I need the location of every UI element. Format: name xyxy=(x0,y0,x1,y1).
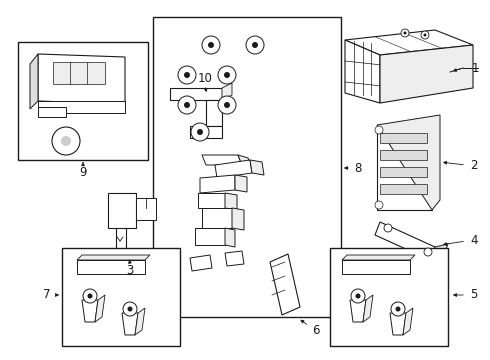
Circle shape xyxy=(61,136,71,146)
Text: 3: 3 xyxy=(126,264,134,276)
Circle shape xyxy=(83,289,97,303)
Circle shape xyxy=(391,302,405,316)
Circle shape xyxy=(356,293,361,298)
Circle shape xyxy=(127,306,132,311)
Polygon shape xyxy=(222,83,232,100)
Polygon shape xyxy=(225,251,244,266)
Circle shape xyxy=(197,129,203,135)
Polygon shape xyxy=(38,54,125,104)
Polygon shape xyxy=(202,155,242,165)
Circle shape xyxy=(375,126,383,134)
Polygon shape xyxy=(225,193,237,210)
Polygon shape xyxy=(190,126,222,138)
Bar xyxy=(108,193,136,228)
Circle shape xyxy=(184,72,190,78)
Polygon shape xyxy=(350,300,366,322)
Circle shape xyxy=(52,127,80,155)
Bar xyxy=(380,133,427,143)
Circle shape xyxy=(218,66,236,84)
Polygon shape xyxy=(235,175,247,192)
Bar xyxy=(62,248,180,346)
Bar xyxy=(380,150,427,160)
Polygon shape xyxy=(363,295,373,322)
Bar xyxy=(330,248,448,346)
Polygon shape xyxy=(232,208,244,230)
Polygon shape xyxy=(238,155,252,168)
Bar xyxy=(87,62,105,84)
Polygon shape xyxy=(390,313,406,335)
Polygon shape xyxy=(135,308,145,335)
Polygon shape xyxy=(122,313,138,335)
Circle shape xyxy=(403,32,407,35)
Circle shape xyxy=(375,201,383,209)
Bar xyxy=(380,184,427,194)
Bar xyxy=(38,101,125,113)
Circle shape xyxy=(384,224,392,232)
Polygon shape xyxy=(190,255,212,271)
Bar xyxy=(153,17,341,317)
Polygon shape xyxy=(195,228,225,245)
Circle shape xyxy=(88,293,93,298)
Text: 2: 2 xyxy=(470,158,478,171)
Circle shape xyxy=(423,33,426,36)
Circle shape xyxy=(208,42,214,48)
Bar xyxy=(38,107,66,117)
Circle shape xyxy=(421,31,429,39)
Bar xyxy=(342,260,410,274)
Text: 9: 9 xyxy=(79,166,87,179)
Polygon shape xyxy=(77,255,150,260)
Polygon shape xyxy=(430,244,448,260)
Bar xyxy=(53,62,71,84)
Polygon shape xyxy=(82,300,98,322)
Text: 6: 6 xyxy=(312,324,320,337)
Polygon shape xyxy=(215,160,252,178)
Text: 10: 10 xyxy=(197,72,213,85)
Text: 1: 1 xyxy=(471,62,479,75)
Polygon shape xyxy=(225,228,235,247)
Circle shape xyxy=(224,72,230,78)
Circle shape xyxy=(184,102,190,108)
Bar xyxy=(77,260,145,274)
Circle shape xyxy=(224,102,230,108)
Polygon shape xyxy=(345,40,380,103)
Polygon shape xyxy=(403,308,413,335)
Circle shape xyxy=(191,123,209,141)
Circle shape xyxy=(246,36,264,54)
Polygon shape xyxy=(375,222,435,260)
Text: 8: 8 xyxy=(354,162,362,175)
Bar xyxy=(377,125,432,210)
Circle shape xyxy=(218,96,236,114)
Text: 5: 5 xyxy=(470,288,478,302)
Circle shape xyxy=(252,42,258,48)
Bar xyxy=(136,198,156,220)
Bar xyxy=(18,42,148,160)
Text: 4: 4 xyxy=(470,234,478,247)
Circle shape xyxy=(401,29,409,37)
Polygon shape xyxy=(170,88,222,100)
Circle shape xyxy=(351,289,365,303)
Circle shape xyxy=(178,96,196,114)
Circle shape xyxy=(123,302,137,316)
Polygon shape xyxy=(377,115,440,210)
Circle shape xyxy=(202,36,220,54)
Polygon shape xyxy=(30,54,38,109)
Polygon shape xyxy=(342,255,415,260)
Circle shape xyxy=(178,66,196,84)
Circle shape xyxy=(395,306,400,311)
Polygon shape xyxy=(250,160,264,175)
Polygon shape xyxy=(380,45,473,103)
Text: 7: 7 xyxy=(43,288,51,302)
Circle shape xyxy=(424,248,432,256)
Bar xyxy=(380,167,427,177)
Polygon shape xyxy=(200,175,235,193)
Polygon shape xyxy=(198,193,225,208)
Polygon shape xyxy=(345,30,473,55)
Polygon shape xyxy=(270,254,300,315)
Bar xyxy=(70,62,88,84)
Polygon shape xyxy=(95,295,105,322)
Polygon shape xyxy=(206,100,222,126)
Polygon shape xyxy=(202,208,232,228)
